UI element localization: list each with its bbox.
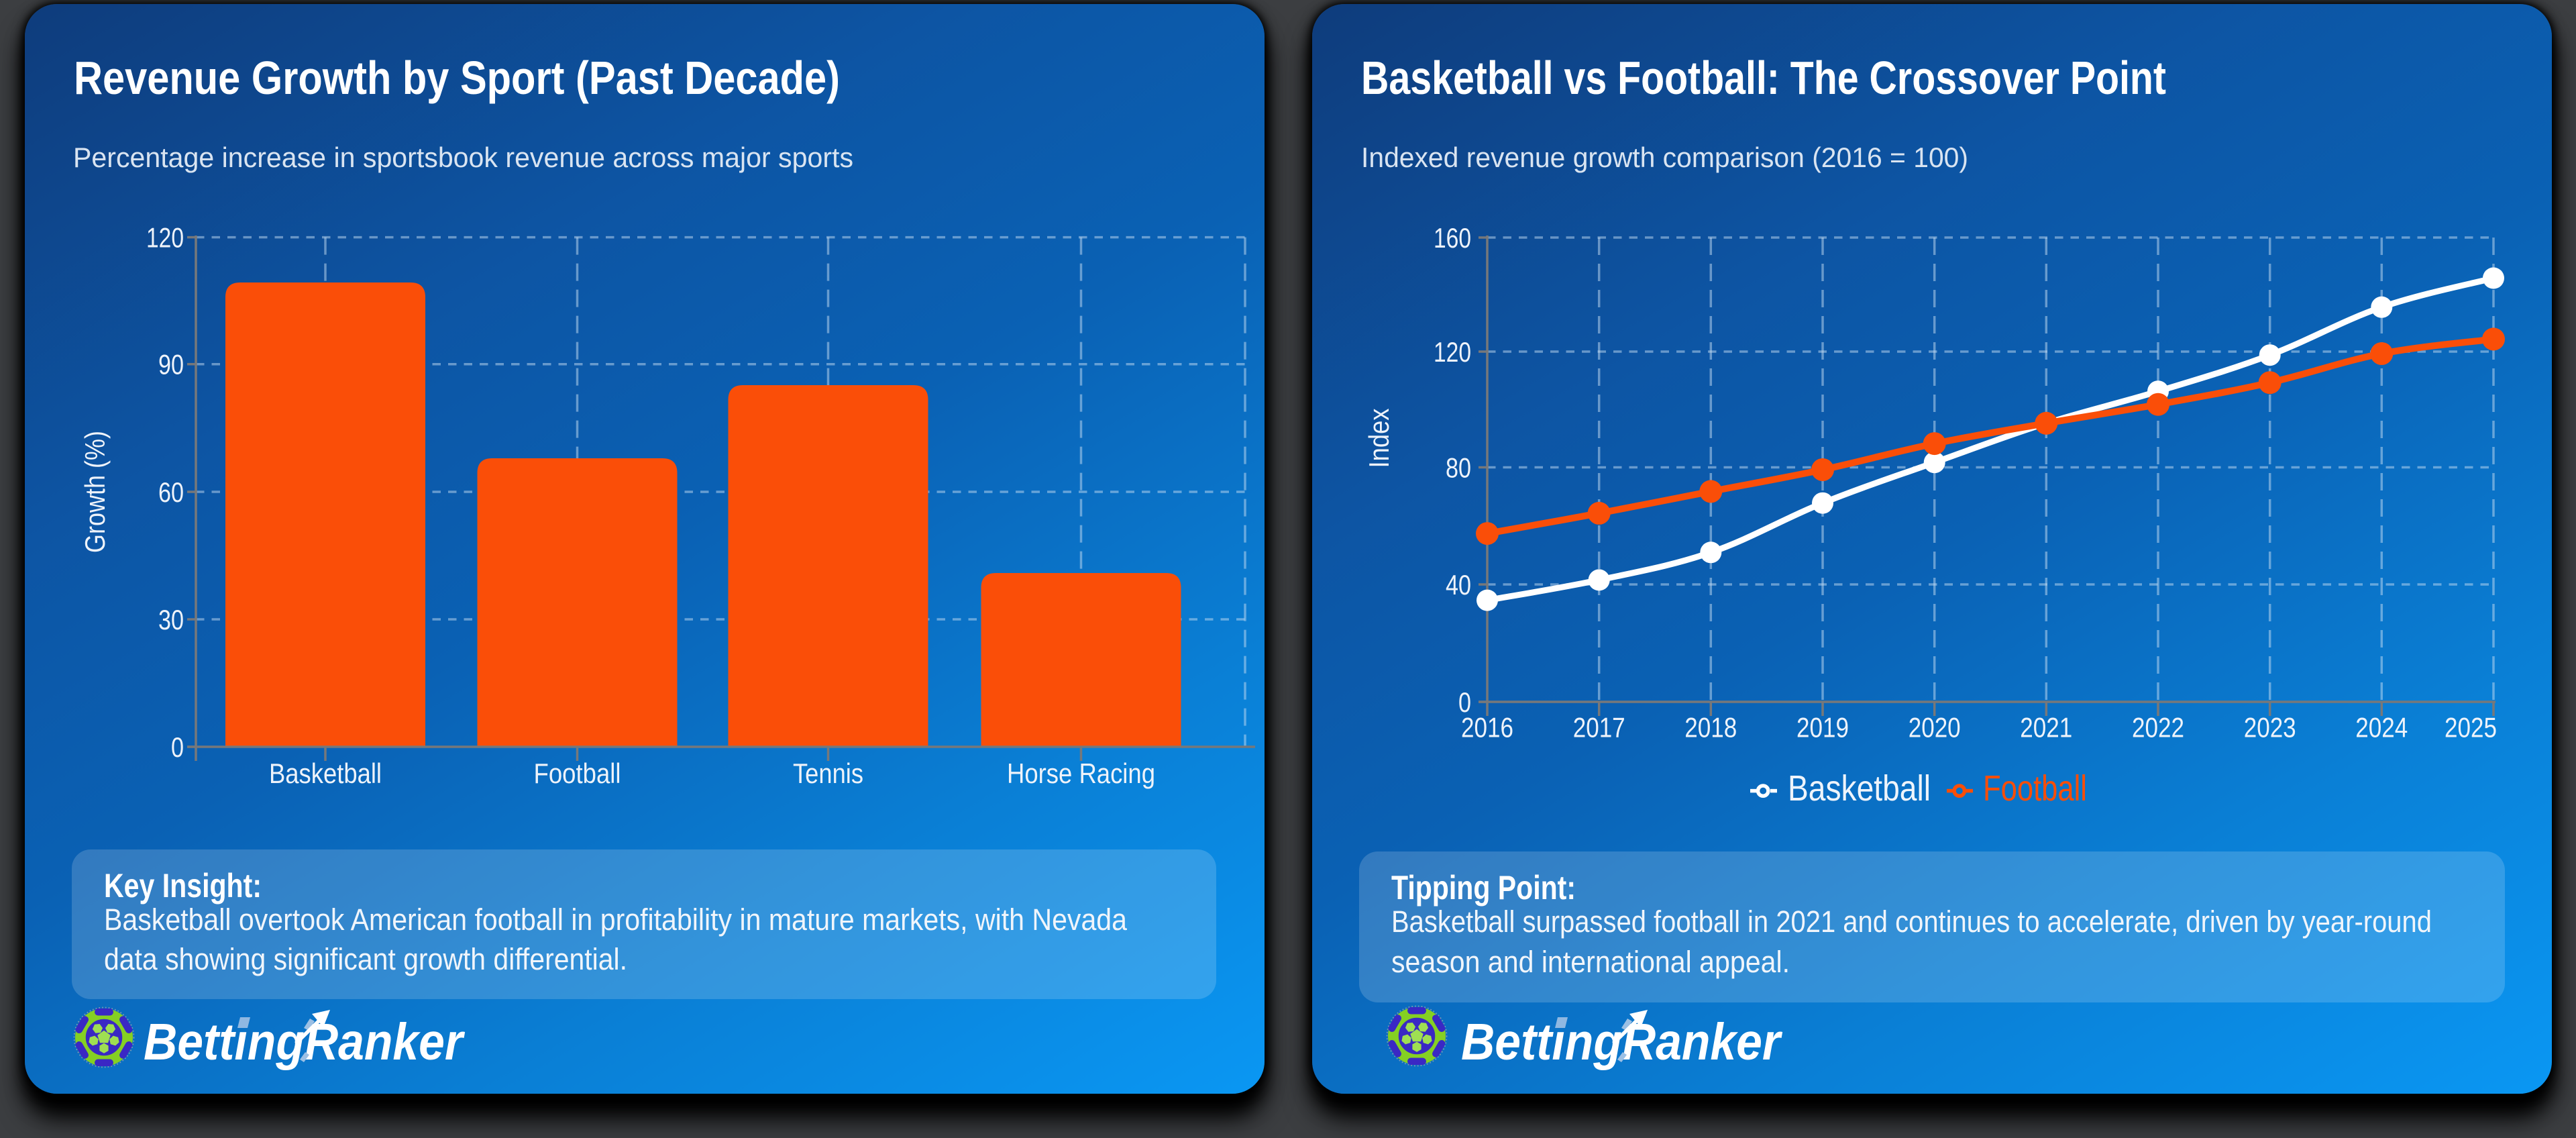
- svg-text:2018: 2018: [1684, 712, 1737, 743]
- svg-text:40: 40: [1446, 569, 1471, 601]
- svg-text:2021: 2021: [2020, 712, 2072, 743]
- svg-text:2020: 2020: [1909, 712, 1961, 743]
- svg-text:Revenue Growth by Sport (Past: Revenue Growth by Sport (Past Decade): [74, 52, 840, 104]
- svg-text:2016: 2016: [1461, 712, 1513, 743]
- svg-text:60: 60: [158, 476, 184, 508]
- svg-text:Football: Football: [1983, 768, 2087, 809]
- svg-text:Basketball vs Football: The Cr: Basketball vs Football: The Crossover Po…: [1361, 52, 2166, 104]
- svg-text:0: 0: [1458, 686, 1471, 718]
- svg-text:2017: 2017: [1573, 712, 1625, 743]
- svg-text:Growth (%): Growth (%): [79, 431, 111, 553]
- svg-text:Basketball overtook American f: Basketball overtook American football in…: [104, 902, 1128, 937]
- svg-text:Key Insight:: Key Insight:: [104, 867, 262, 904]
- svg-text:Horse Racing: Horse Racing: [1007, 758, 1155, 789]
- svg-text:2022: 2022: [2132, 712, 2184, 743]
- svg-text:BettingRanker: BettingRanker: [144, 1013, 466, 1071]
- svg-text:Indexed revenue growth compari: Indexed revenue growth comparison (2016 …: [1361, 142, 1968, 173]
- svg-text:Basketball surpassed football: Basketball surpassed football in 2021 an…: [1391, 904, 2432, 939]
- svg-text:Tennis: Tennis: [793, 758, 863, 789]
- svg-text:160: 160: [1434, 222, 1471, 254]
- svg-text:Tipping Point:: Tipping Point:: [1391, 869, 1576, 907]
- svg-text:Football: Football: [534, 758, 621, 789]
- svg-text:2024: 2024: [2355, 712, 2408, 743]
- svg-text:data showing significant growt: data showing significant growth differen…: [104, 942, 627, 976]
- svg-text:2023: 2023: [2244, 712, 2296, 743]
- svg-text:0: 0: [171, 731, 184, 763]
- svg-text:80: 80: [1446, 452, 1471, 484]
- svg-text:120: 120: [146, 222, 184, 254]
- svg-text:season and international appea: season and international appeal.: [1391, 945, 1790, 979]
- svg-text:30: 30: [158, 604, 184, 635]
- svg-text:BettingRanker: BettingRanker: [1461, 1013, 1783, 1071]
- svg-text:90: 90: [158, 349, 184, 380]
- svg-text:2019: 2019: [1796, 712, 1849, 743]
- svg-text:2025: 2025: [2445, 712, 2497, 743]
- svg-text:Basketball: Basketball: [1788, 768, 1931, 809]
- svg-text:Basketball: Basketball: [269, 758, 382, 789]
- svg-text:120: 120: [1434, 336, 1471, 368]
- svg-text:Index: Index: [1363, 409, 1395, 468]
- svg-text:Percentage increase in sportsb: Percentage increase in sportsbook revenu…: [73, 142, 853, 173]
